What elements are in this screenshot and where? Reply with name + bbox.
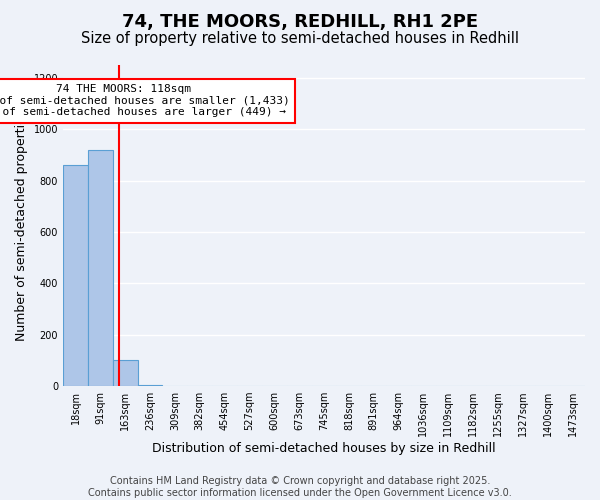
Bar (88, 150, 113, 386)
Text: Size of property relative to semi-detached houses in Redhill: Size of property relative to semi-detach… (81, 31, 519, 46)
Text: Contains HM Land Registry data © Crown copyright and database right 2025.
Contai: Contains HM Land Registry data © Crown c… (88, 476, 512, 498)
Y-axis label: Number of semi-detached properties: Number of semi-detached properties (15, 110, 28, 341)
Bar (63, 165, 88, 386)
Text: 74, THE MOORS, REDHILL, RH1 2PE: 74, THE MOORS, REDHILL, RH1 2PE (122, 12, 478, 30)
Text: 74 THE MOORS: 118sqm
← 76% of semi-detached houses are smaller (1,433)
  24% of : 74 THE MOORS: 118sqm ← 76% of semi-detac… (0, 84, 289, 117)
Bar (113, 360, 137, 386)
X-axis label: Distribution of semi-detached houses by size in Redhill: Distribution of semi-detached houses by … (152, 442, 496, 455)
